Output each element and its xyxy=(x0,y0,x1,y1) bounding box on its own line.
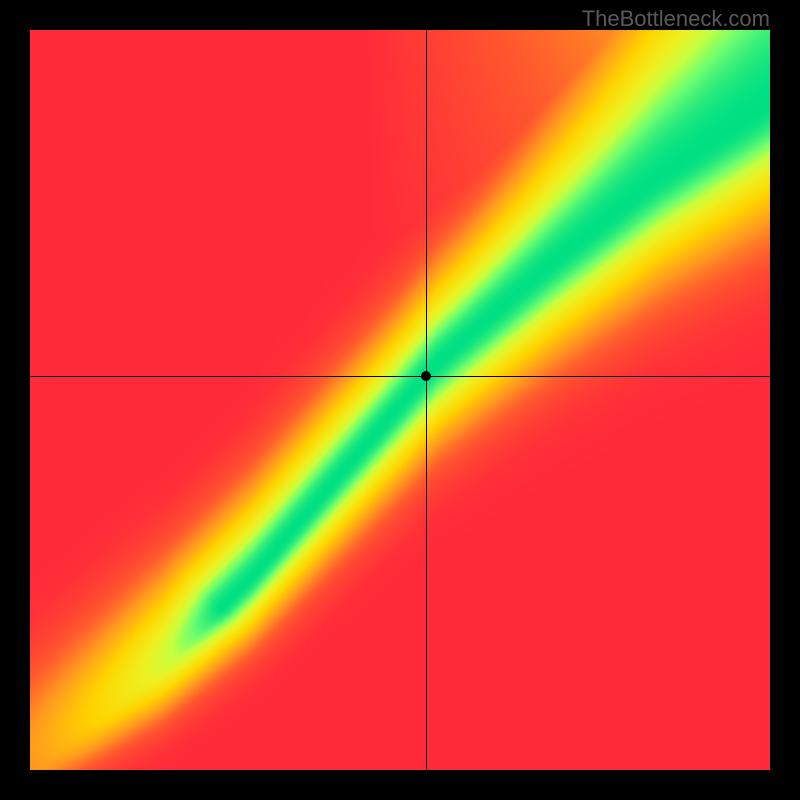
crosshair-vertical xyxy=(426,30,427,770)
watermark-text: TheBottleneck.com xyxy=(582,6,770,32)
heatmap-canvas xyxy=(30,30,770,770)
heatmap-plot xyxy=(30,30,770,770)
crosshair-horizontal xyxy=(30,376,770,377)
chart-container: TheBottleneck.com xyxy=(0,0,800,800)
data-point-marker xyxy=(421,371,431,381)
